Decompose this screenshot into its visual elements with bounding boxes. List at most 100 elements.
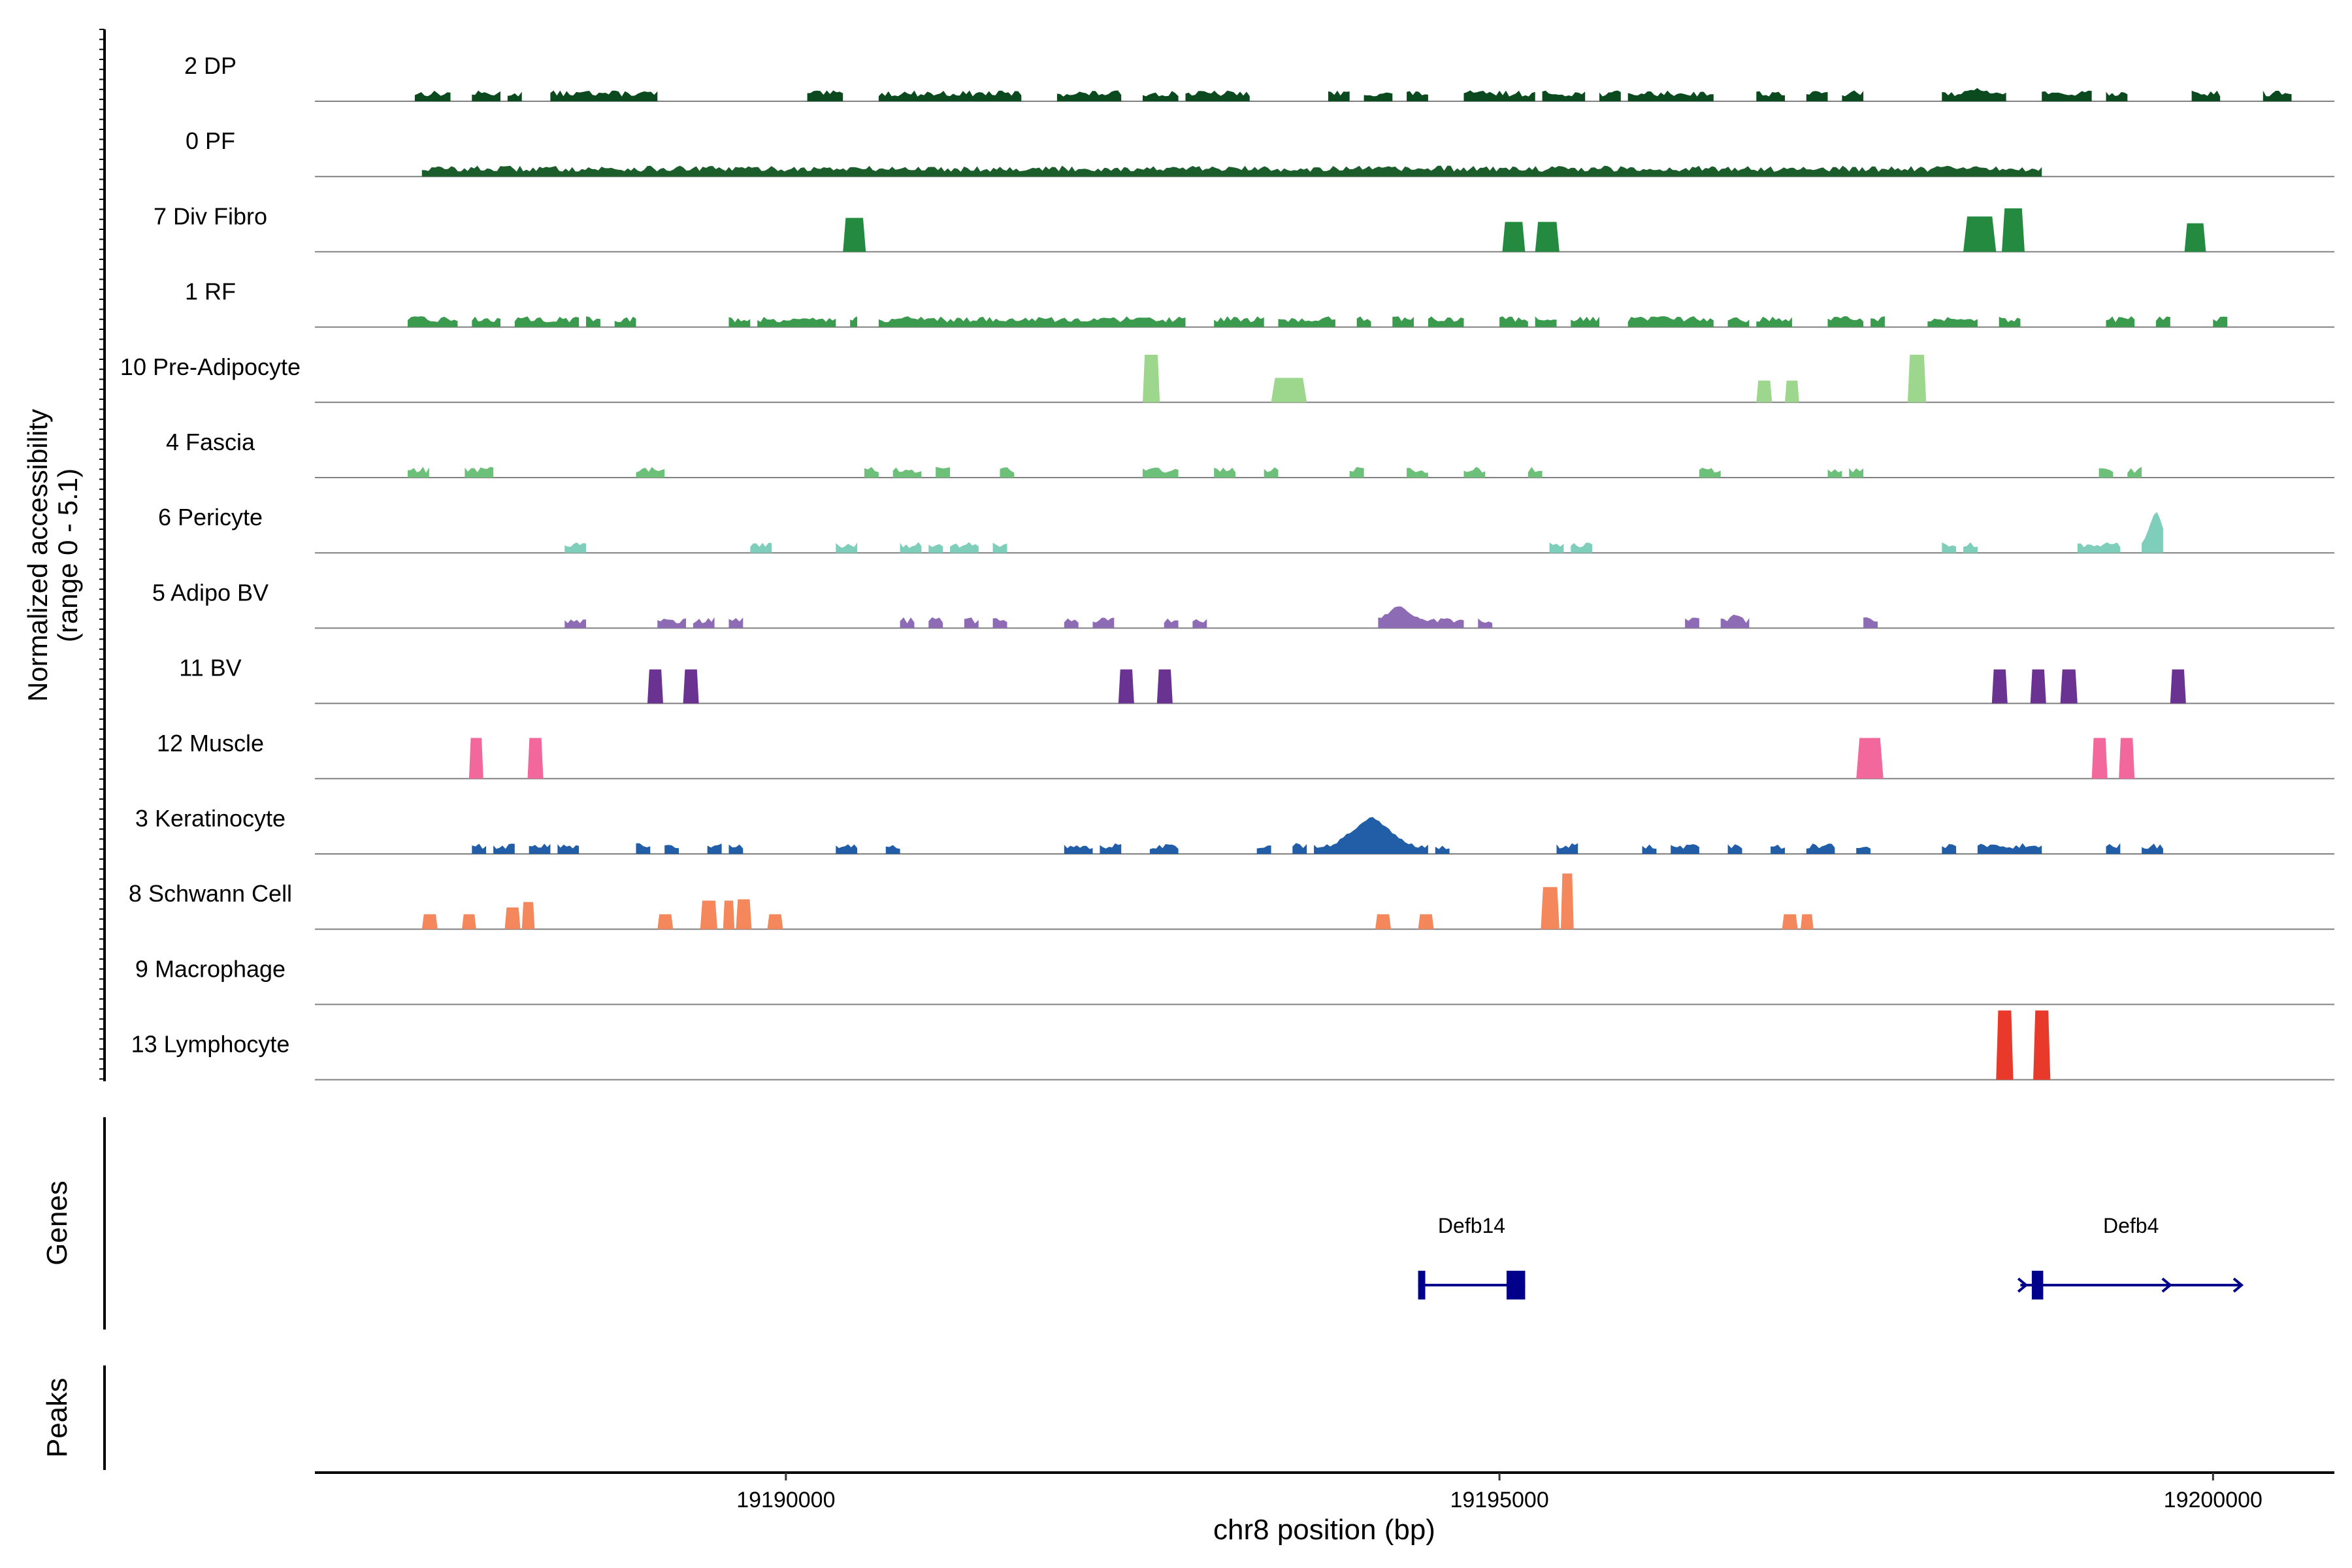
x-tick-label: 19190000 bbox=[736, 1488, 835, 1512]
track-label: 2 DP bbox=[184, 52, 237, 79]
coverage-area bbox=[1000, 467, 1015, 478]
coverage-area bbox=[2099, 468, 2114, 478]
coverage-area bbox=[1870, 316, 1885, 327]
coverage-area bbox=[1727, 317, 1750, 327]
coverage-area bbox=[1428, 316, 1464, 327]
coverage-area bbox=[2213, 316, 2228, 327]
track-8-schwann-cell: 8 Schwann Cell bbox=[129, 873, 2334, 930]
coverage-area bbox=[1143, 91, 1179, 101]
coverage-area bbox=[807, 90, 843, 101]
coverage-area bbox=[2077, 542, 2121, 553]
coverage-area bbox=[408, 316, 458, 327]
coverage-area bbox=[1392, 316, 1414, 327]
coverage-block bbox=[421, 914, 438, 930]
coverage-area bbox=[472, 90, 500, 101]
coverage-area bbox=[550, 90, 658, 101]
coverage-block bbox=[527, 738, 544, 779]
coverage-area bbox=[850, 316, 858, 327]
track-1-rf: 1 RF bbox=[185, 278, 2334, 328]
coverage-area bbox=[1278, 316, 1335, 327]
coverage-area bbox=[836, 844, 858, 854]
coverage-area bbox=[2106, 91, 2128, 101]
track-label: 8 Schwann Cell bbox=[129, 880, 292, 907]
track-label: 6 Pericyte bbox=[158, 504, 263, 531]
coverage-area bbox=[1549, 542, 1564, 553]
coverage-block bbox=[1801, 914, 1814, 930]
coverage-area bbox=[750, 542, 772, 553]
coverage-area bbox=[1720, 614, 1750, 629]
coverage-area bbox=[900, 542, 922, 553]
coverage-area bbox=[2262, 90, 2292, 101]
coverage-area bbox=[472, 316, 500, 327]
coverage-area bbox=[992, 618, 1007, 629]
coverage-area bbox=[936, 466, 951, 478]
coverage-block bbox=[1907, 355, 1927, 402]
coverage-area bbox=[1542, 90, 1586, 101]
coverage-area bbox=[1292, 843, 1307, 854]
coverage-block bbox=[2091, 738, 2108, 779]
coverage-area bbox=[1478, 618, 1493, 629]
y-axis-label: Normalized accessibility bbox=[22, 409, 53, 702]
coverage-area bbox=[1849, 468, 1864, 478]
track-label: 10 Pre-Adipocyte bbox=[120, 353, 301, 380]
x-tick-label: 19200000 bbox=[2164, 1488, 2262, 1512]
coverage-area bbox=[1435, 845, 1450, 854]
coverage-area bbox=[1092, 617, 1115, 629]
track-13-lymphocyte: 13 Lymphocyte bbox=[131, 1010, 2334, 1081]
coverage-area bbox=[928, 617, 943, 629]
coverage-area bbox=[1407, 468, 1428, 478]
coverage-area bbox=[1963, 542, 1978, 553]
coverage-block bbox=[2170, 669, 2186, 704]
x-axis-label: chr8 position (bp) bbox=[1213, 1514, 1435, 1546]
coverage-area bbox=[1143, 467, 1179, 478]
gene-defb4: Defb4 bbox=[2017, 1214, 2244, 1299]
coverage-block bbox=[461, 914, 476, 930]
coverage-block bbox=[468, 738, 483, 779]
coverage-block bbox=[2060, 669, 2078, 704]
track-6-pericyte: 6 Pericyte bbox=[158, 504, 2334, 554]
coverage-area bbox=[707, 843, 722, 854]
coverage-area bbox=[465, 466, 494, 478]
track-5-adipo-bv: 5 Adipo BV bbox=[152, 579, 2334, 629]
track-label: 11 BV bbox=[179, 655, 241, 681]
coverage-area bbox=[1806, 843, 1835, 854]
coverage-area bbox=[1214, 467, 1235, 478]
coverage-block bbox=[723, 900, 735, 930]
coverage-block bbox=[736, 899, 752, 930]
coverage-area bbox=[1356, 316, 1371, 327]
coverage-block bbox=[1561, 873, 1574, 930]
coverage-block bbox=[521, 902, 535, 930]
coverage-area bbox=[614, 316, 636, 327]
coverage-area bbox=[1192, 619, 1207, 629]
x-tick-label: 19195000 bbox=[1450, 1488, 1548, 1512]
track-4-fascia: 4 Fascia bbox=[166, 429, 2334, 478]
coverage-area bbox=[2106, 316, 2135, 327]
strand-arrow bbox=[2232, 1277, 2244, 1293]
coverage-area bbox=[507, 91, 522, 101]
track-label: 0 PF bbox=[186, 127, 235, 154]
coverage-area bbox=[1328, 90, 1350, 101]
coverage-area bbox=[1185, 90, 1250, 101]
coverage-area bbox=[2106, 843, 2121, 854]
coverage-block bbox=[700, 900, 718, 930]
gene-exon bbox=[2031, 1271, 2044, 1299]
coverage-block bbox=[2033, 1010, 2051, 1080]
gene-exon bbox=[1507, 1271, 1526, 1299]
coverage-block bbox=[843, 218, 866, 252]
coverage-area bbox=[1064, 618, 1079, 629]
track-9-macrophage: 9 Macrophage bbox=[135, 955, 2334, 1005]
coverage-block bbox=[1142, 355, 1160, 402]
coverage-area bbox=[564, 542, 586, 553]
coverage-block bbox=[2002, 208, 2025, 252]
gene-annotations: Defb14 Defb4 bbox=[1418, 1214, 2244, 1299]
coverage-area bbox=[1100, 843, 1122, 854]
coverage-area bbox=[1699, 467, 1721, 478]
coverage-area bbox=[1535, 316, 1557, 327]
coverage-block bbox=[1756, 380, 1772, 402]
coverage-block bbox=[1502, 221, 1526, 252]
coverage-area bbox=[878, 90, 1022, 101]
coverage-area bbox=[1599, 90, 1621, 101]
track-7-div-fibro: 7 Div Fibro bbox=[154, 203, 2334, 253]
coverage-area bbox=[964, 617, 979, 629]
